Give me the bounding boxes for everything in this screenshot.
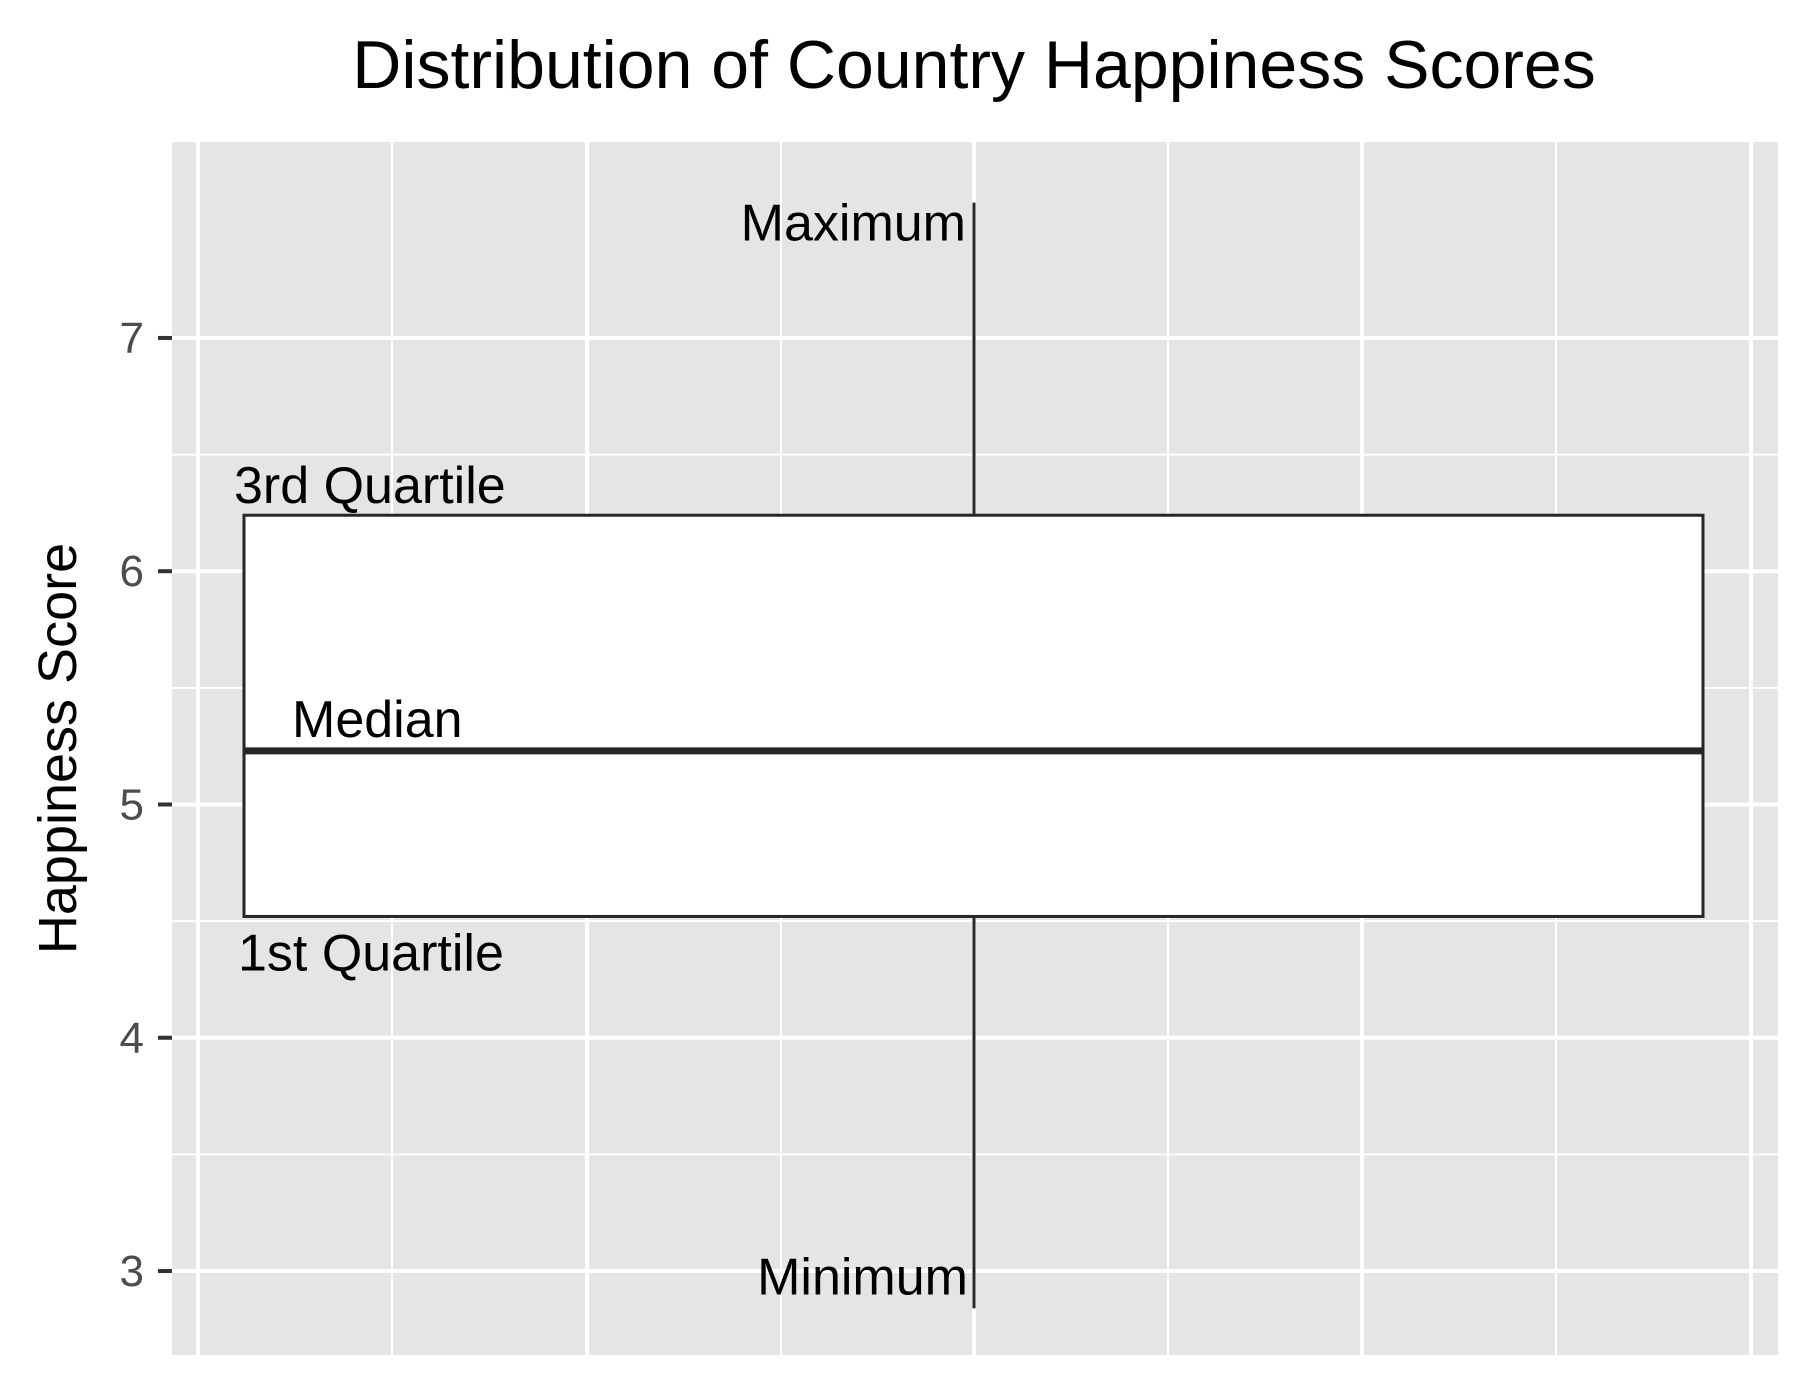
interquartile-box [242, 513, 1705, 918]
annotation-first-quartile: 1st Quartile [238, 924, 504, 982]
y-tick-label: 6 [120, 547, 144, 596]
box-plot [242, 202, 1705, 1309]
y-axis-label: Happiness Score [28, 543, 88, 954]
y-tick-label: 4 [120, 1014, 144, 1063]
y-axis: 3 4 5 6 7 [120, 314, 172, 1296]
annotations: Maximum 3rd Quartile Median 1st Quartile… [234, 195, 968, 1307]
chart-title: Distribution of Country Happiness Scores [352, 27, 1595, 103]
y-tick-label: 7 [120, 314, 144, 363]
annotation-minimum: Minimum [757, 1248, 968, 1306]
y-tick-label: 5 [120, 780, 144, 829]
annotation-third-quartile: 3rd Quartile [234, 457, 506, 515]
annotation-maximum: Maximum [741, 195, 966, 253]
annotation-median: Median [292, 691, 463, 749]
y-tick-label: 3 [120, 1247, 144, 1296]
